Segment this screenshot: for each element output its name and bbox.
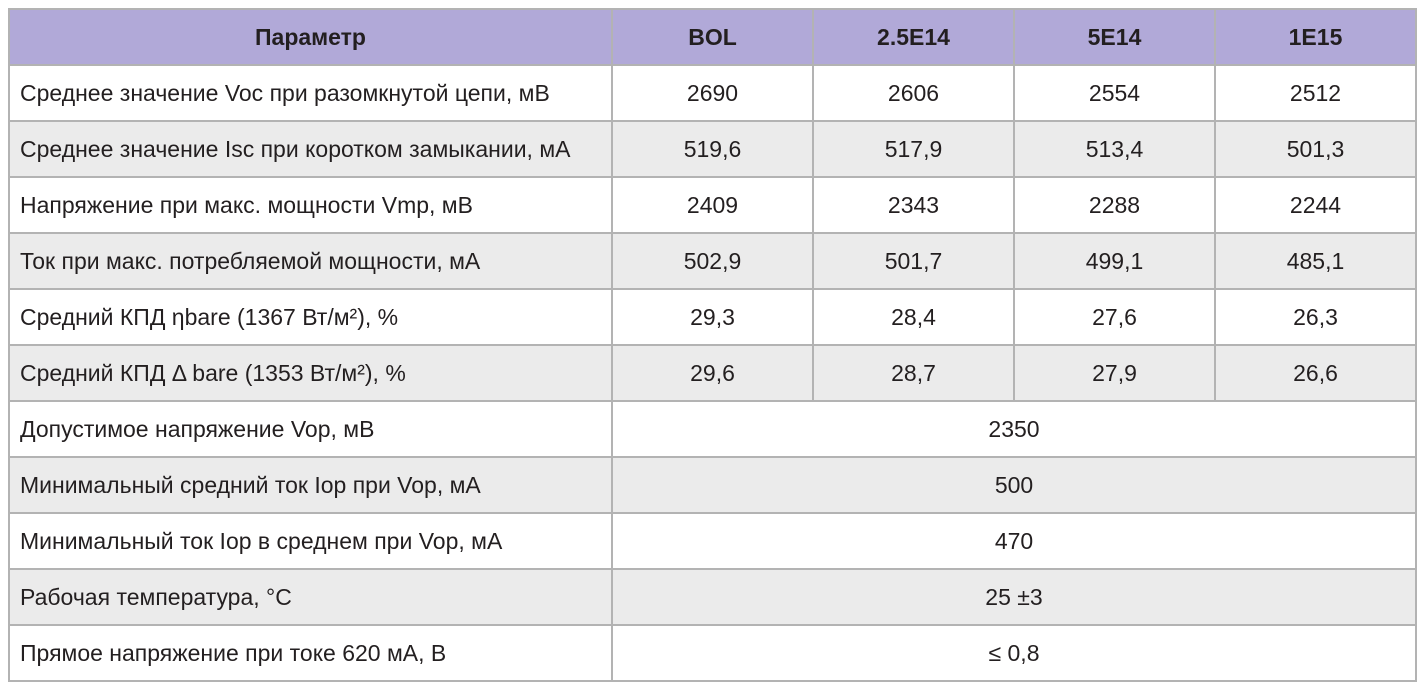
cell-value: 2512: [1214, 64, 1417, 122]
table-row-merged: Минимальный ток Iop в среднем при Vop, м…: [8, 512, 1417, 570]
table-row: Среднее значение Isc при коротком замыка…: [8, 120, 1417, 178]
parameters-table: Параметр BOL 2.5E14 5E14 1E15 Среднее зн…: [8, 8, 1417, 682]
row-label: Среднее значение Voc при разомкнутой цеп…: [8, 64, 613, 122]
merged-cell-value: ≤ 0,8: [611, 624, 1417, 682]
table-row-merged: Рабочая температура, °C 25 ±3: [8, 568, 1417, 626]
cell-value: 502,9: [611, 232, 814, 290]
cell-value: 2606: [812, 64, 1015, 122]
merged-cell-value: 25 ±3: [611, 568, 1417, 626]
table-header-row: Параметр BOL 2.5E14 5E14 1E15: [8, 8, 1417, 66]
table-row: Средний КПД ηbare (1367 Вт/м²), % 29,3 2…: [8, 288, 1417, 346]
header-2-5e14: 2.5E14: [812, 8, 1015, 66]
row-label: Рабочая температура, °C: [8, 568, 613, 626]
cell-value: 499,1: [1013, 232, 1216, 290]
cell-value: 501,3: [1214, 120, 1417, 178]
row-label: Минимальный средний ток Iop при Vop, мА: [8, 456, 613, 514]
cell-value: 2343: [812, 176, 1015, 234]
table-row: Средний КПД Δ bare (1353 Вт/м²), % 29,6 …: [8, 344, 1417, 402]
cell-value: 26,6: [1214, 344, 1417, 402]
table-row-merged: Минимальный средний ток Iop при Vop, мА …: [8, 456, 1417, 514]
cell-value: 26,3: [1214, 288, 1417, 346]
row-label: Напряжение при макс. мощности Vmp, мВ: [8, 176, 613, 234]
header-bol: BOL: [611, 8, 814, 66]
cell-value: 2288: [1013, 176, 1216, 234]
row-label: Ток при макс. потребляемой мощности, мА: [8, 232, 613, 290]
cell-value: 501,7: [812, 232, 1015, 290]
cell-value: 2409: [611, 176, 814, 234]
header-1e15: 1E15: [1214, 8, 1417, 66]
header-parameter: Параметр: [8, 8, 613, 66]
cell-value: 485,1: [1214, 232, 1417, 290]
header-5e14: 5E14: [1013, 8, 1216, 66]
parameters-table-container: Параметр BOL 2.5E14 5E14 1E15 Среднее зн…: [8, 8, 1417, 682]
row-label: Допустимое напряжение Vop, мВ: [8, 400, 613, 458]
cell-value: 27,6: [1013, 288, 1216, 346]
cell-value: 29,3: [611, 288, 814, 346]
cell-value: 2690: [611, 64, 814, 122]
table-row: Среднее значение Voc при разомкнутой цеп…: [8, 64, 1417, 122]
merged-cell-value: 500: [611, 456, 1417, 514]
cell-value: 2244: [1214, 176, 1417, 234]
cell-value: 519,6: [611, 120, 814, 178]
table-row-merged: Допустимое напряжение Vop, мВ 2350: [8, 400, 1417, 458]
cell-value: 513,4: [1013, 120, 1216, 178]
cell-value: 2554: [1013, 64, 1216, 122]
row-label: Минимальный ток Iop в среднем при Vop, м…: [8, 512, 613, 570]
cell-value: 28,7: [812, 344, 1015, 402]
row-label: Средний КПД Δ bare (1353 Вт/м²), %: [8, 344, 613, 402]
merged-cell-value: 470: [611, 512, 1417, 570]
row-label: Среднее значение Isc при коротком замыка…: [8, 120, 613, 178]
merged-cell-value: 2350: [611, 400, 1417, 458]
row-label: Средний КПД ηbare (1367 Вт/м²), %: [8, 288, 613, 346]
table-row: Напряжение при макс. мощности Vmp, мВ 24…: [8, 176, 1417, 234]
table-row-merged: Прямое напряжение при токе 620 мА, В ≤ 0…: [8, 624, 1417, 682]
table-row: Ток при макс. потребляемой мощности, мА …: [8, 232, 1417, 290]
cell-value: 29,6: [611, 344, 814, 402]
row-label: Прямое напряжение при токе 620 мА, В: [8, 624, 613, 682]
cell-value: 28,4: [812, 288, 1015, 346]
cell-value: 27,9: [1013, 344, 1216, 402]
cell-value: 517,9: [812, 120, 1015, 178]
